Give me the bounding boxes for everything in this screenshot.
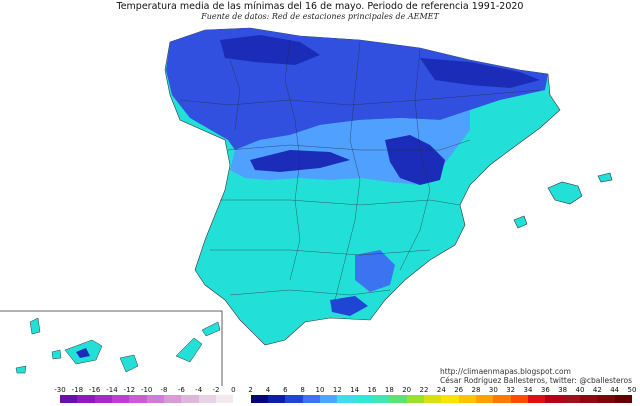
legend-swatch — [493, 395, 512, 403]
legend-swatch — [94, 395, 113, 403]
legend-tick-label: 50 — [627, 386, 637, 394]
legend-tick-label: 4 — [265, 386, 271, 394]
canary-tenerife-teide — [76, 348, 90, 358]
legend-swatch — [510, 395, 529, 403]
province-borders — [179, 39, 541, 301]
legend-tick-label: 34 — [523, 386, 533, 394]
legend-swatch — [337, 395, 356, 403]
legend-swatch — [528, 395, 546, 403]
legend-swatch — [216, 395, 234, 403]
legend-swatch — [285, 395, 304, 403]
legend-tick-label: -10 — [140, 386, 153, 394]
legend-swatch — [372, 395, 390, 403]
map-subtitle: Fuente de datos: Red de estaciones princ… — [201, 12, 439, 21]
legend-swatch — [406, 395, 425, 403]
legend-tick-label: 26 — [454, 386, 464, 394]
legend-tick-label: 2 — [248, 386, 253, 394]
balearic-ibiza — [513, 215, 528, 229]
legend-tick-label: -8 — [160, 386, 168, 394]
canary-islands-inset — [0, 310, 223, 386]
canary-lanzarote — [201, 321, 221, 337]
legend-tick-label: 40 — [575, 386, 585, 394]
legend-tick-label: 0 — [231, 386, 236, 394]
legend-tick-label: -12 — [123, 386, 136, 394]
legend-swatch — [164, 395, 182, 403]
legend-swatch — [424, 395, 442, 403]
legend-swatch — [562, 395, 581, 403]
legend-swatch — [354, 395, 373, 403]
pyrenees-cold-core — [420, 58, 540, 88]
legend-swatch — [441, 395, 460, 403]
legend-swatch — [597, 395, 616, 403]
legend-tick-label: 10 — [315, 386, 325, 394]
canary-la-gomera — [51, 349, 62, 360]
legend-tick-label: -16 — [88, 386, 101, 394]
legend-tick-label: -30 — [54, 386, 66, 394]
legend-tick-label: 6 — [283, 386, 288, 394]
legend-tick-label: 16 — [367, 386, 377, 394]
legend-tick-label: -18 — [71, 386, 84, 394]
legend-tick-label: 24 — [436, 386, 446, 394]
legend-tick-label: 36 — [540, 386, 550, 394]
legend-tick-label: 18 — [384, 386, 394, 394]
canary-gran-canaria — [119, 354, 139, 373]
legend-swatch — [614, 395, 633, 403]
legend-tick-label: 28 — [471, 386, 481, 394]
legend-swatch — [302, 395, 321, 403]
legend-tick-label: 14 — [350, 386, 360, 394]
legend-tick-label: 22 — [419, 386, 429, 394]
legend-tick-label: 38 — [558, 386, 568, 394]
legend-tick-label: -6 — [177, 386, 185, 394]
legend-swatch — [389, 395, 408, 403]
balearic-menorca — [597, 172, 613, 183]
credit-author: César Rodríguez Ballesteros, twitter: @c… — [440, 376, 632, 385]
map-title: Temperatura media de las mínimas del 16 … — [116, 1, 524, 12]
legend-swatch — [77, 395, 96, 403]
legend-swatch — [60, 395, 78, 403]
legend-swatch — [250, 395, 269, 403]
legend-tick-label: 8 — [300, 386, 305, 394]
legend-swatch — [545, 395, 564, 403]
legend-swatch — [320, 395, 338, 403]
legend-tick-label: -2 — [212, 386, 220, 394]
canary-el-hierro — [15, 365, 27, 374]
legend-swatch — [458, 395, 477, 403]
legend-tick-label: -14 — [106, 386, 118, 394]
legend-swatch — [146, 395, 165, 403]
temperature-legend: -30 -18 -16 -14 -12 -10 -8 -6 -4 -2 0 2 4 6 8 10 12 14 16 1… — [54, 386, 636, 404]
legend-swatch — [129, 395, 148, 403]
canary-fuerteventura — [175, 337, 203, 363]
sierra-nevada — [330, 296, 368, 316]
inset-frame — [0, 310, 223, 386]
balearic-mallorca — [547, 181, 583, 205]
iberian-range-cold-core — [385, 135, 445, 185]
legend-tick-label: 42 — [592, 386, 602, 394]
legend-tick-label: 32 — [506, 386, 516, 394]
legend-swatch — [181, 395, 200, 403]
legend-swatch — [233, 395, 252, 403]
legend-swatch — [198, 395, 217, 403]
southeast-mountains — [355, 250, 395, 292]
cantabrian-cold-core — [220, 35, 320, 65]
legend-swatch — [476, 395, 494, 403]
legend-tick-label: 12 — [332, 386, 342, 394]
legend-tick-label: 44 — [610, 386, 620, 394]
legend-tick-label: -4 — [195, 386, 203, 394]
legend-swatch — [580, 395, 598, 403]
legend-swatch — [268, 395, 286, 403]
legend-tick-label: 30 — [488, 386, 498, 394]
legend-tick-label: 20 — [402, 386, 412, 394]
spain-temperature-map — [0, 27, 613, 386]
legend-swatch — [112, 395, 130, 403]
credit-url: http://climaenmapas.blogspot.com — [440, 367, 571, 376]
canary-la-palma — [29, 317, 41, 335]
